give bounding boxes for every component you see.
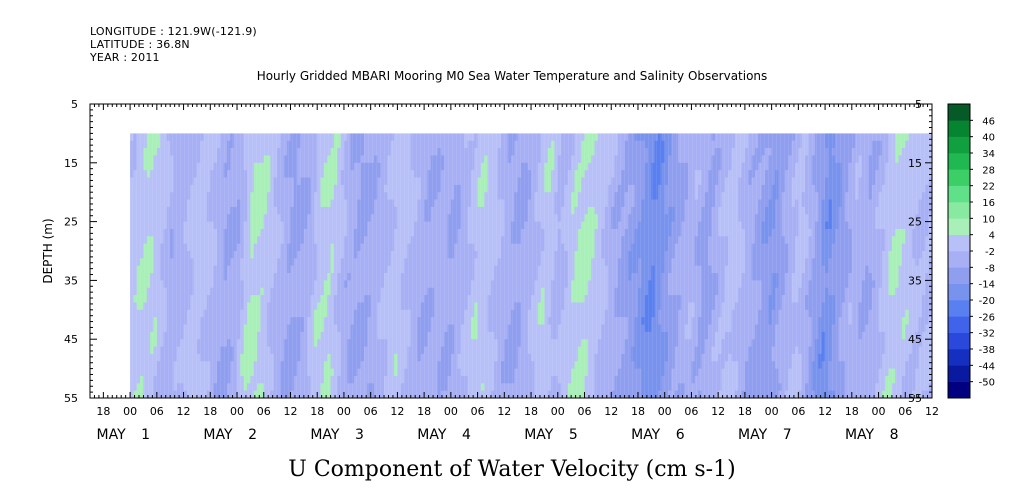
latitude-label: LATITUDE : 36.8N: [90, 38, 190, 51]
longitude-label: LONGITUDE : 121.9W(-121.9): [90, 25, 257, 38]
year-label: YEAR : 2011: [90, 51, 160, 64]
chart-title: Hourly Gridded MBARI Mooring M0 Sea Wate…: [257, 69, 768, 83]
